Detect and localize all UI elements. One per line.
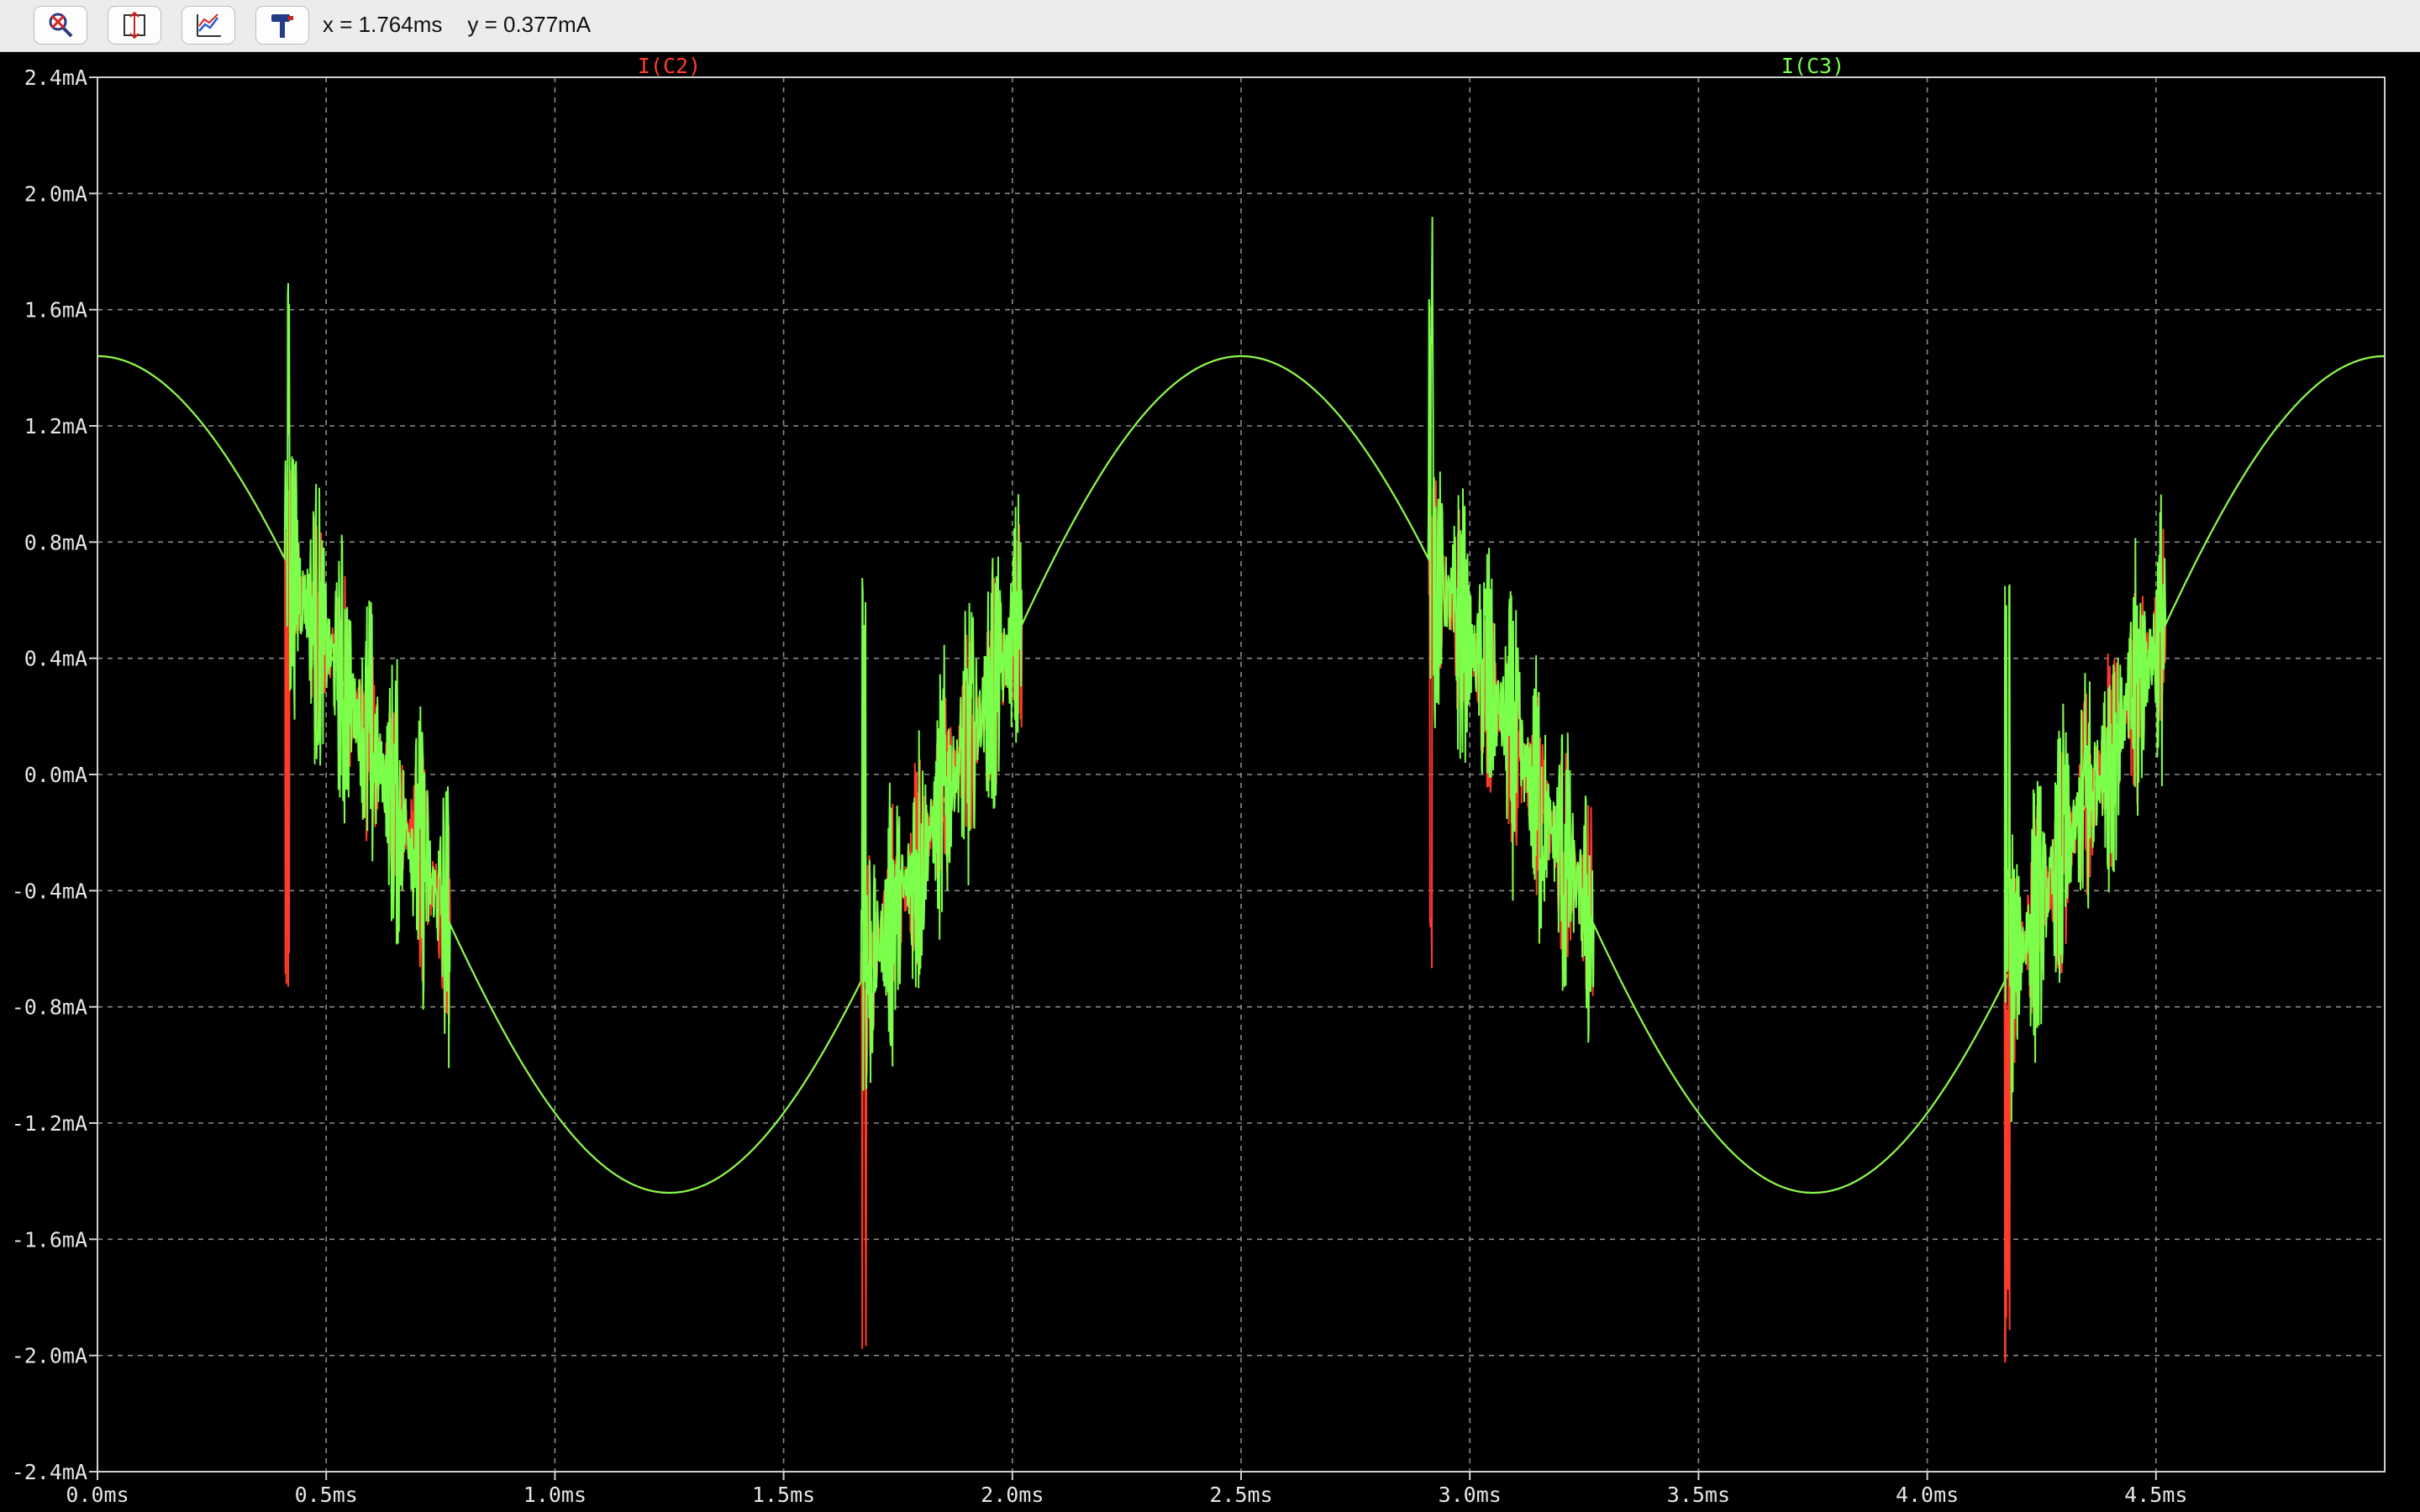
y-tick-label: -2.0mA (12, 1344, 87, 1368)
x-tick-label: 1.5ms (752, 1483, 815, 1507)
x-tick-label: 0.5ms (295, 1483, 358, 1507)
x-tick-label: 4.5ms (2124, 1483, 2187, 1507)
y-tick-label: -1.6mA (12, 1227, 87, 1252)
x-tick-label: 2.0ms (981, 1483, 1044, 1507)
delete-trace-button[interactable] (182, 6, 235, 45)
y-tick-label: 2.0mA (24, 181, 87, 206)
waveform-plot[interactable]: 2.4mA 2.0mA 1.6mA 1.2mA 0.8mA 0.4mA 0.0mA -0.4m… (0, 52, 2420, 1512)
x-tick-label: 2.5ms (1209, 1483, 1272, 1507)
legend-entry: I(C3) (1781, 54, 1844, 78)
legend: I(C2) I(C3) (638, 54, 1844, 78)
legend-entry: I(C2) (638, 54, 701, 78)
y-tick-label: -0.8mA (12, 995, 87, 1020)
trace-edit-icon (197, 13, 221, 37)
y-tick-label: -0.4mA (12, 879, 87, 903)
cursor-y-readout: y = 0.377mA (467, 12, 592, 37)
x-tick-label: 3.0ms (1439, 1483, 1502, 1507)
vertical-range-icon (124, 11, 145, 39)
x-axis: 0.0ms 0.5ms 1.0ms 1.5ms 2.0ms 2.5ms 3.0ms 3.5ms… (66, 1472, 2187, 1507)
zoom-fit-icon (49, 13, 73, 38)
y-tick-label: 0.4mA (24, 647, 87, 671)
cursor-readout: x = 1.764ms y = 0.377mA (323, 12, 616, 38)
y-axis: 2.4mA 2.0mA 1.6mA 1.2mA 0.8mA 0.4mA 0.0mA -0.4m… (12, 66, 97, 1484)
y-tick-label: -1.2mA (12, 1111, 87, 1136)
y-tick-label: 0.0mA (24, 763, 87, 787)
grid (97, 77, 2385, 1472)
x-tick-label: 4.0ms (1896, 1483, 1959, 1507)
trace-i-c3 (97, 217, 2385, 1194)
x-tick-label: 3.5ms (1667, 1483, 1730, 1507)
hammer-icon (271, 14, 293, 38)
y-tick-label: 1.6mA (24, 298, 87, 323)
autorange-button[interactable] (34, 6, 87, 45)
vertical-autorange-button[interactable] (108, 6, 161, 45)
y-tick-label: 2.4mA (24, 66, 87, 90)
x-tick-label: 1.0ms (523, 1483, 587, 1507)
y-tick-label: 1.2mA (24, 414, 87, 438)
cursor-x-readout: x = 1.764ms (323, 12, 443, 37)
y-tick-label: 0.8mA (24, 530, 87, 554)
traces (97, 217, 2385, 1363)
hammer-tool-button[interactable] (255, 6, 309, 45)
y-tick-label: -2.4mA (12, 1460, 87, 1484)
toolbar: x = 1.764ms y = 0.377mA (0, 0, 2420, 52)
x-tick-label: 0.0ms (66, 1483, 129, 1507)
